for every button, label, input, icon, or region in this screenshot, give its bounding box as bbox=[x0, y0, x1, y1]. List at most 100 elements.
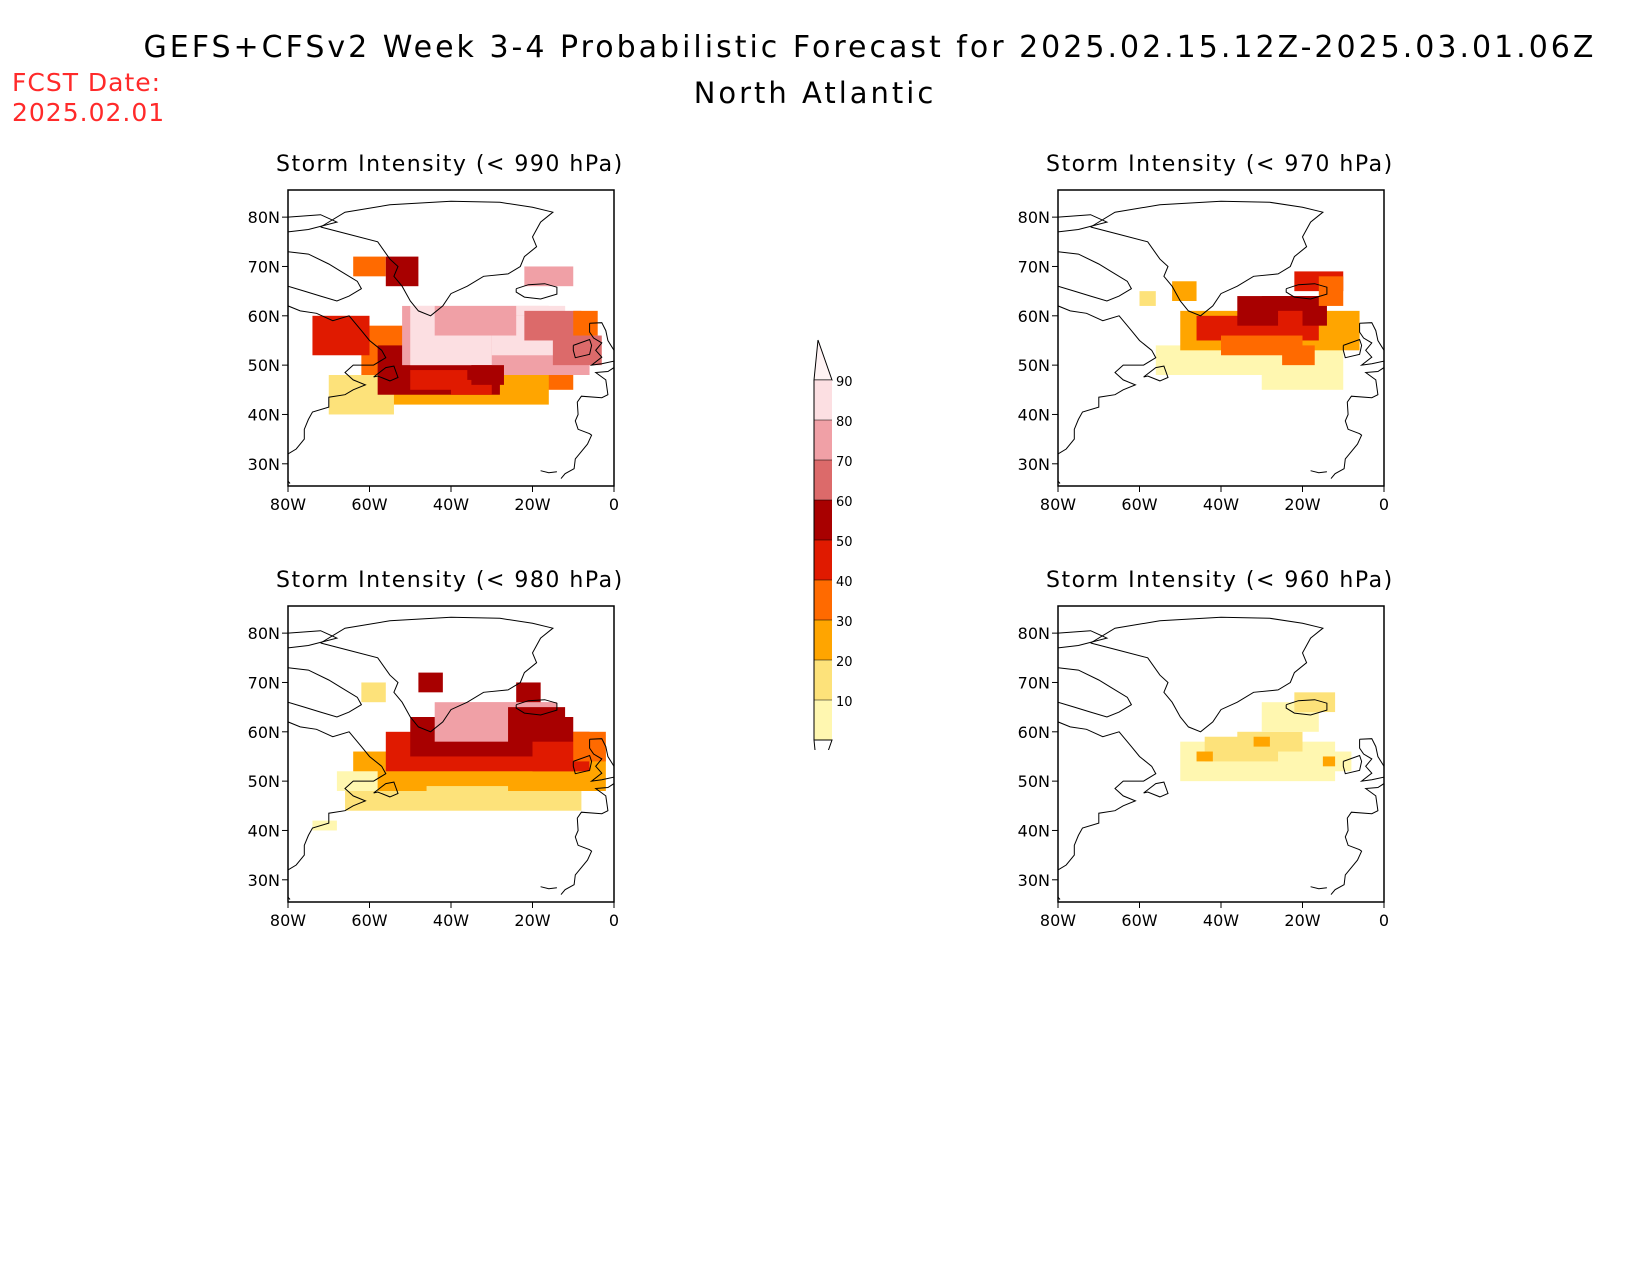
probability-cell bbox=[552, 335, 602, 366]
probability-cell bbox=[1237, 731, 1303, 752]
colorbar-label: 30 bbox=[836, 615, 853, 630]
lon-label: 20W bbox=[1284, 911, 1320, 930]
probability-cell bbox=[1322, 756, 1336, 767]
coastline bbox=[1359, 322, 1384, 366]
lon-label: 60W bbox=[351, 911, 387, 930]
fcst-date-value: 2025.02.01 bbox=[12, 98, 166, 127]
coastline bbox=[320, 616, 555, 733]
coastline bbox=[1285, 283, 1328, 300]
colorbar-label: 70 bbox=[836, 455, 853, 470]
coastlines bbox=[1058, 200, 1384, 484]
lat-label: 40N bbox=[1018, 821, 1050, 840]
probability-cell bbox=[434, 305, 517, 336]
coastline bbox=[1330, 367, 1384, 479]
colorbar-segment bbox=[814, 420, 832, 460]
lat-label: 70N bbox=[248, 257, 280, 276]
probability-cell bbox=[385, 256, 419, 287]
coastline bbox=[1058, 251, 1133, 302]
coastline bbox=[1090, 616, 1325, 733]
colorbar-segment bbox=[814, 500, 832, 540]
probability-field bbox=[1139, 271, 1360, 390]
lon-label: 0 bbox=[1379, 911, 1389, 930]
lat-label: 50N bbox=[1018, 356, 1050, 375]
lat-label: 30N bbox=[248, 871, 280, 890]
coastlines bbox=[1058, 616, 1384, 900]
coastline bbox=[1342, 754, 1363, 775]
probability-cell bbox=[1261, 375, 1344, 390]
lon-label: 60W bbox=[1121, 495, 1157, 514]
colorbar: 90 80 70 60 50 40 30 20 10 bbox=[813, 339, 853, 750]
lon-label: 80W bbox=[1040, 911, 1076, 930]
lon-label: 20W bbox=[514, 495, 550, 514]
colorbar-label: 90 bbox=[836, 375, 853, 390]
lat-label: 60N bbox=[248, 723, 280, 742]
coastline bbox=[1143, 781, 1169, 798]
lat-label: 80N bbox=[1018, 624, 1050, 643]
lon-label: 0 bbox=[1379, 495, 1389, 514]
colorbar-label: 50 bbox=[836, 535, 853, 550]
lon-label: 40W bbox=[1203, 911, 1239, 930]
coastline bbox=[1310, 470, 1327, 474]
probability-cell bbox=[508, 707, 566, 747]
lat-label: 40N bbox=[248, 405, 280, 424]
lat-label: 80N bbox=[248, 624, 280, 643]
lon-label: 40W bbox=[433, 911, 469, 930]
coastline bbox=[1359, 738, 1384, 782]
fcst-date-label: FCST Date: bbox=[12, 68, 162, 97]
coastline bbox=[1310, 886, 1327, 890]
panel-title-970: Storm Intensity (< 970 hPa) bbox=[1046, 152, 1394, 177]
coastline bbox=[572, 338, 593, 359]
lat-label: 30N bbox=[248, 455, 280, 474]
probability-cell bbox=[524, 266, 574, 287]
map-panel-980: 80N 70N 60N 50N 40N 30N 80W 60W 40W 20W 0 bbox=[248, 605, 619, 930]
lat-label: 30N bbox=[1018, 871, 1050, 890]
coastline bbox=[515, 699, 558, 716]
map-panel-990: 80N 70N 60N 50N 40N 30N 80W 60W 40W 20W 0 bbox=[248, 189, 619, 514]
colorbar-label: 10 bbox=[836, 695, 853, 710]
coastline bbox=[288, 251, 363, 302]
probability-cell bbox=[361, 682, 386, 703]
coastline bbox=[373, 781, 399, 798]
coastline bbox=[1058, 214, 1109, 233]
coastline bbox=[560, 367, 614, 479]
lon-label: 80W bbox=[270, 495, 306, 514]
probability-cell bbox=[1261, 296, 1319, 316]
lat-label: 40N bbox=[248, 821, 280, 840]
coastline bbox=[320, 200, 555, 317]
coastline bbox=[540, 470, 557, 474]
coastlines bbox=[288, 200, 614, 484]
probability-field bbox=[312, 256, 602, 415]
probability-cell bbox=[516, 682, 541, 703]
colorbar-segment bbox=[814, 700, 832, 740]
coastline bbox=[1143, 365, 1169, 382]
colorbar-label: 60 bbox=[836, 495, 853, 510]
map-panel-970: 80N 70N 60N 50N 40N 30N 80W 60W 40W 20W 0 bbox=[1018, 189, 1389, 514]
probability-cell bbox=[312, 820, 337, 831]
probability-cell bbox=[1282, 345, 1315, 366]
probability-field bbox=[1180, 692, 1352, 782]
probability-cell bbox=[1318, 276, 1344, 306]
colorbar-label: 80 bbox=[836, 415, 853, 430]
probability-cell bbox=[426, 786, 509, 801]
probability-cell bbox=[353, 256, 386, 277]
lat-label: 60N bbox=[1018, 307, 1050, 326]
coastline bbox=[1058, 630, 1109, 649]
colorbar-segment bbox=[814, 580, 832, 620]
lat-label: 60N bbox=[248, 307, 280, 326]
lon-label: 40W bbox=[433, 495, 469, 514]
lat-label: 70N bbox=[1018, 673, 1050, 692]
coastline bbox=[1285, 699, 1328, 716]
coastline bbox=[288, 305, 387, 455]
lat-label: 50N bbox=[248, 356, 280, 375]
colorbar-segment bbox=[814, 380, 832, 420]
probability-cell bbox=[471, 365, 504, 385]
lon-label: 60W bbox=[1121, 911, 1157, 930]
coastlines bbox=[288, 616, 614, 900]
coastline bbox=[540, 886, 557, 890]
colorbar-top-arrow bbox=[813, 339, 833, 381]
lat-label: 70N bbox=[248, 673, 280, 692]
probability-cell bbox=[1253, 736, 1270, 747]
coastline bbox=[589, 322, 614, 366]
colorbar-segment bbox=[814, 460, 832, 500]
lat-label: 50N bbox=[248, 772, 280, 791]
